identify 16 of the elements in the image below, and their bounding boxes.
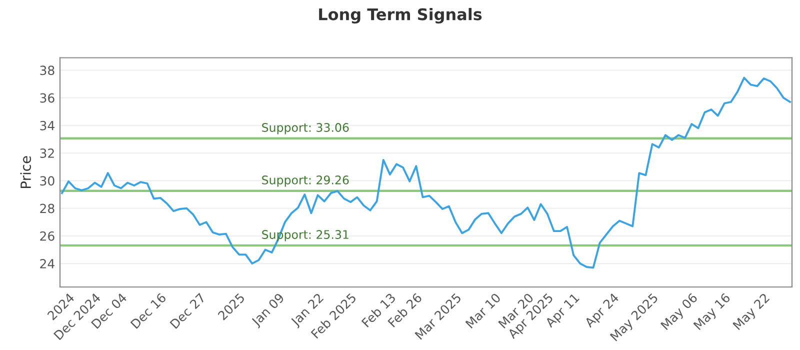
y-tick-label: 24 (40, 258, 54, 268)
x-tick-label: Dec 16 (130, 292, 167, 329)
y-tick-label: 32 (40, 148, 54, 158)
line-series (60, 76, 792, 269)
x-tick-label: Jan 09 (250, 292, 286, 328)
y-tick-label: 34 (40, 120, 54, 130)
y-tick-label: 38 (40, 66, 54, 76)
ref-line-label: Support: 33.06 (262, 123, 349, 134)
y-axis-title: Price (20, 156, 31, 188)
y-tick-label: 30 (40, 176, 54, 186)
y-tick-label: 26 (40, 231, 54, 241)
x-tick-label: Dec 27 (170, 292, 206, 329)
ref-line-label: Support: 29.26 (262, 175, 349, 187)
chart-title: Long Term Signals (319, 8, 482, 24)
y-tick-label: 36 (40, 93, 54, 103)
y-tick-label: 28 (40, 204, 54, 214)
